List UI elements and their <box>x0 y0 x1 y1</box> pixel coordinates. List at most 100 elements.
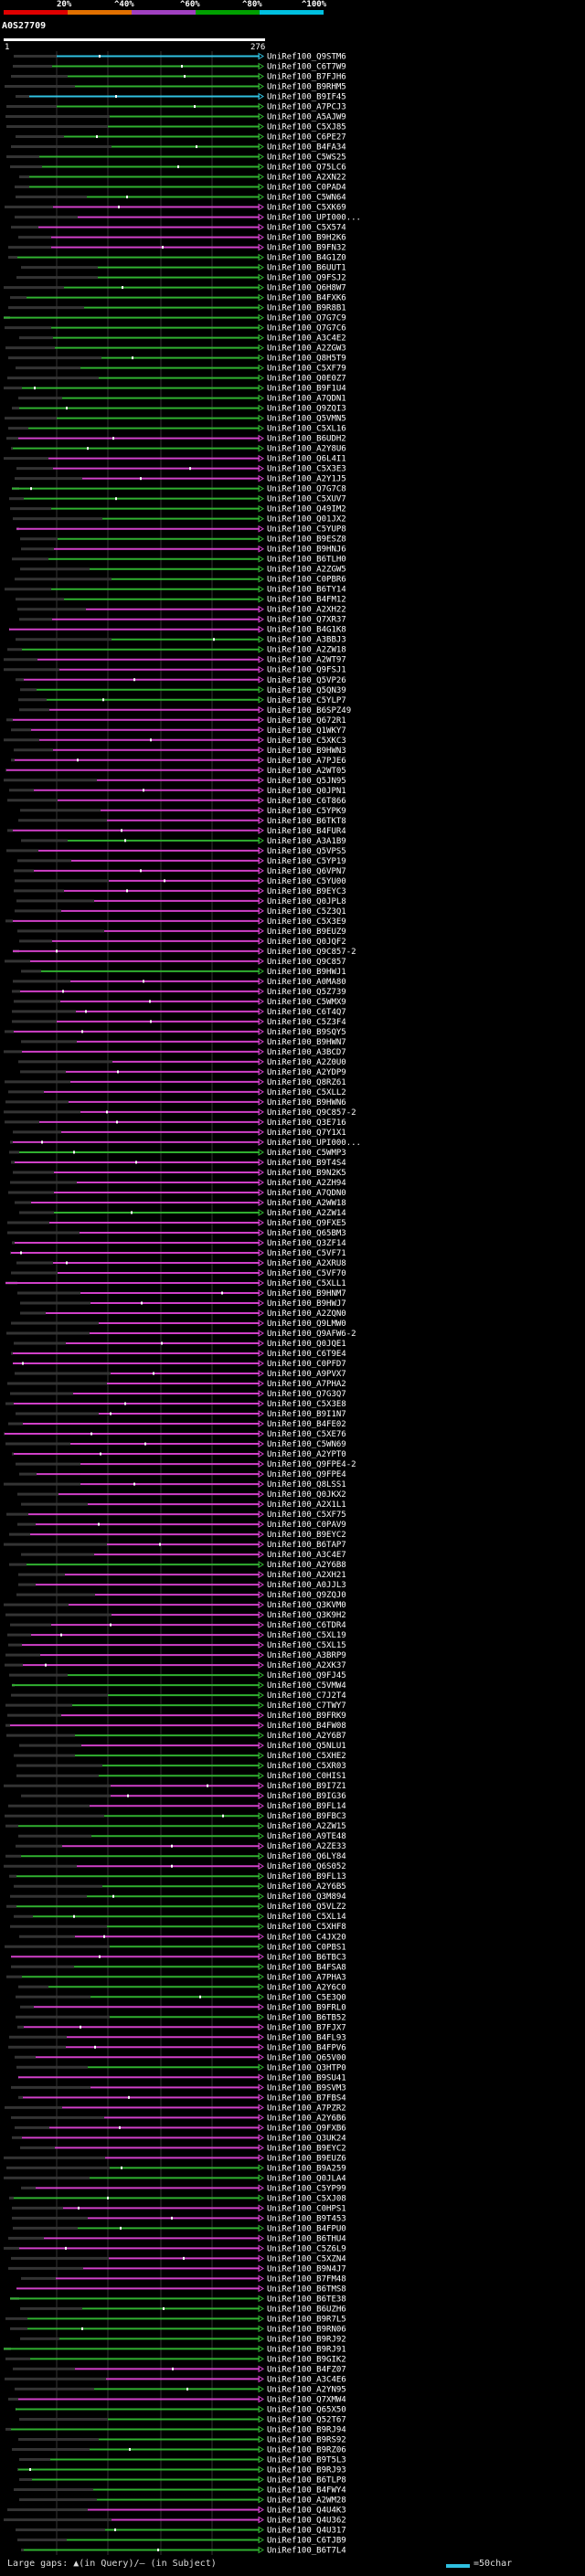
row-label[interactable]: UniRef100_A2Z0U0 <box>267 1058 346 1067</box>
row-label[interactable]: UniRef100_C0PBR6 <box>267 576 346 585</box>
row-label[interactable]: UniRef100_A3BBJ3 <box>267 636 346 645</box>
row-label[interactable]: UniRef100_A2ZGW5 <box>267 566 346 575</box>
row-label[interactable]: UniRef100_Q7XMW4 <box>267 2395 346 2404</box>
row-label[interactable]: UniRef100_B6TAP7 <box>267 1541 346 1550</box>
row-label[interactable]: UniRef100_Q7G7C8 <box>267 485 346 494</box>
row-label[interactable]: UniRef100_Q5Z739 <box>267 988 346 997</box>
row-label[interactable]: UniRef100_C5X3E9 <box>267 917 346 927</box>
row-label[interactable]: UniRef100_B9GIK2 <box>267 2355 346 2364</box>
row-label[interactable]: UniRef100_A7QDN1 <box>267 395 346 404</box>
row-label[interactable]: UniRef100_C5XJ08 <box>267 2194 346 2203</box>
row-label[interactable]: UniRef100_C5XJ85 <box>267 123 346 133</box>
row-label[interactable]: UniRef100_A2XH22 <box>267 606 346 615</box>
row-label[interactable]: UniRef100_B7FJX7 <box>267 2023 346 2032</box>
row-label[interactable]: UniRef100_A5AJW9 <box>267 113 346 122</box>
row-label[interactable]: UniRef100_Q6H8W7 <box>267 284 346 293</box>
row-label[interactable]: UniRef100_B9RJ91 <box>267 2345 346 2354</box>
row-label[interactable]: UniRef100_C7TWY7 <box>267 1701 346 1711</box>
row-label[interactable]: UniRef100_Q9FXB6 <box>267 2124 346 2133</box>
row-label[interactable]: UniRef100_A7PZR2 <box>267 2104 346 2113</box>
row-label[interactable]: UniRef100_A9TE48 <box>267 1832 346 1841</box>
row-label[interactable]: UniRef100_B4FXK6 <box>267 294 346 303</box>
row-label[interactable]: UniRef100_A7PCJ3 <box>267 103 346 112</box>
row-label[interactable]: UniRef100_Q9C857 <box>267 958 346 967</box>
row-label[interactable]: UniRef100_B9RJ92 <box>267 2335 346 2344</box>
row-label[interactable]: UniRef100_A2WW18 <box>267 1199 346 1208</box>
row-label[interactable]: UniRef100_B4FPU0 <box>267 2224 346 2233</box>
row-label[interactable]: UniRef100_C5WMP3 <box>267 1149 346 1158</box>
row-label[interactable]: UniRef100_A2YPT0 <box>267 1450 346 1459</box>
row-label[interactable]: UniRef100_B6TY14 <box>267 586 346 595</box>
row-label[interactable]: UniRef100_C6T4Q7 <box>267 1008 346 1017</box>
row-label[interactable]: UniRef100_B4FWY4 <box>267 2486 346 2495</box>
row-label[interactable]: UniRef100_UPI000... <box>267 214 361 223</box>
row-label[interactable]: UniRef100_B9RN06 <box>267 2325 346 2334</box>
row-label[interactable]: UniRef100_B9RZ06 <box>267 2445 346 2454</box>
row-label[interactable]: UniRef100_B9FRK9 <box>267 1712 346 1721</box>
row-label[interactable]: UniRef100_A2WT05 <box>267 767 346 776</box>
row-label[interactable]: UniRef100_C5XF75 <box>267 1511 346 1520</box>
row-label[interactable]: UniRef100_Q52T67 <box>267 2415 346 2424</box>
row-label[interactable]: UniRef100_C5X3E8 <box>267 1400 346 1409</box>
row-label[interactable]: UniRef100_A2ZH94 <box>267 1179 346 1188</box>
row-label[interactable]: UniRef100_B4FPV6 <box>267 2043 346 2052</box>
row-label[interactable]: UniRef100_B9IF45 <box>267 93 346 102</box>
row-label[interactable]: UniRef100_C5XK69 <box>267 204 346 213</box>
row-label[interactable]: UniRef100_Q0JQE1 <box>267 1340 346 1349</box>
row-label[interactable]: UniRef100_C6PE27 <box>267 133 346 143</box>
row-label[interactable]: UniRef100_Q7G3Q7 <box>267 1390 346 1399</box>
row-label[interactable]: UniRef100_Q0JQF2 <box>267 938 346 947</box>
row-label[interactable]: UniRef100_A2ZQN0 <box>267 1309 346 1319</box>
row-label[interactable]: UniRef100_Q0JLA4 <box>267 2174 346 2183</box>
row-label[interactable]: UniRef100_A2XK37 <box>267 1661 346 1670</box>
row-label[interactable]: UniRef100_Q01JX2 <box>267 515 346 525</box>
row-label[interactable]: UniRef100_Q3M894 <box>267 1892 346 1902</box>
row-label[interactable]: UniRef100_Q3KVM0 <box>267 1601 346 1610</box>
row-label[interactable]: UniRef100_C5WMX9 <box>267 998 346 1007</box>
row-label[interactable]: UniRef100_B9SVM3 <box>267 2083 346 2093</box>
row-label[interactable]: UniRef100_A2Y6B6 <box>267 2114 346 2123</box>
row-label[interactable]: UniRef100_B9HWN7 <box>267 1038 346 1047</box>
row-label[interactable]: UniRef100_Q6L4I1 <box>267 455 346 464</box>
row-label[interactable]: UniRef100_Q4U362 <box>267 2516 346 2525</box>
row-label[interactable]: UniRef100_A2ZGW3 <box>267 345 346 354</box>
row-label[interactable]: UniRef100_Q9STM6 <box>267 53 346 62</box>
row-label[interactable]: UniRef100_Q65BM3 <box>267 1229 346 1238</box>
row-label[interactable]: UniRef100_Q5JN95 <box>267 777 346 786</box>
row-label[interactable]: UniRef100_Q7G7C6 <box>267 324 346 334</box>
row-label[interactable]: UniRef100_C5E3Q0 <box>267 1993 346 2002</box>
row-label[interactable]: UniRef100_A2ZW18 <box>267 646 346 655</box>
row-label[interactable]: UniRef100_C5VF71 <box>267 1249 346 1258</box>
row-label[interactable]: UniRef100_Q3HTP0 <box>267 2063 346 2072</box>
row-label[interactable]: UniRef100_B6T7L4 <box>267 2546 346 2555</box>
row-label[interactable]: UniRef100_B9A259 <box>267 2164 346 2173</box>
row-label[interactable]: UniRef100_B4FSA8 <box>267 1963 346 1972</box>
row-label[interactable]: UniRef100_B9H2K6 <box>267 234 346 243</box>
row-label[interactable]: UniRef100_C5X3E3 <box>267 465 346 474</box>
row-label[interactable]: UniRef100_A2XN22 <box>267 174 346 183</box>
row-label[interactable]: UniRef100_Q3K9H2 <box>267 1611 346 1620</box>
row-label[interactable]: UniRef100_B9EUZ9 <box>267 928 346 937</box>
row-label[interactable]: UniRef100_A7PHA3 <box>267 1973 346 1982</box>
row-label[interactable]: UniRef100_A2XH21 <box>267 1571 346 1580</box>
row-label[interactable]: UniRef100_Q9ZQI3 <box>267 405 346 414</box>
row-label[interactable]: UniRef100_B9HWJ7 <box>267 1299 346 1309</box>
row-label[interactable]: UniRef100_A2WT97 <box>267 656 346 665</box>
row-label[interactable]: UniRef100_C0PBS1 <box>267 1943 346 1952</box>
row-label[interactable]: UniRef100_Q8H5T9 <box>267 355 346 364</box>
row-label[interactable]: UniRef100_B7FBS4 <box>267 2094 346 2103</box>
row-label[interactable]: UniRef100_C6TJB9 <box>267 2536 346 2545</box>
row-label[interactable]: UniRef100_C4JX20 <box>267 1933 346 1942</box>
row-label[interactable]: UniRef100_C5XF79 <box>267 365 346 374</box>
row-label[interactable]: UniRef100_B9HNM7 <box>267 1289 346 1299</box>
row-label[interactable]: UniRef100_UPI000... <box>267 1139 361 1148</box>
row-label[interactable]: UniRef100_B6TBC3 <box>267 1953 346 1962</box>
row-label[interactable]: UniRef100_Q9FJ45 <box>267 1671 346 1680</box>
row-label[interactable]: UniRef100_C0HIS1 <box>267 1772 346 1781</box>
row-label[interactable]: UniRef100_B4G1Z0 <box>267 254 346 263</box>
row-label[interactable]: UniRef100_B9T4S4 <box>267 1159 346 1168</box>
row-label[interactable]: UniRef100_Q9ZQJ0 <box>267 1591 346 1600</box>
row-label[interactable]: UniRef100_Q6S052 <box>267 1862 346 1871</box>
row-label[interactable]: UniRef100_B4FZ07 <box>267 2365 346 2374</box>
row-label[interactable]: UniRef100_Q3ZF14 <box>267 1239 346 1248</box>
